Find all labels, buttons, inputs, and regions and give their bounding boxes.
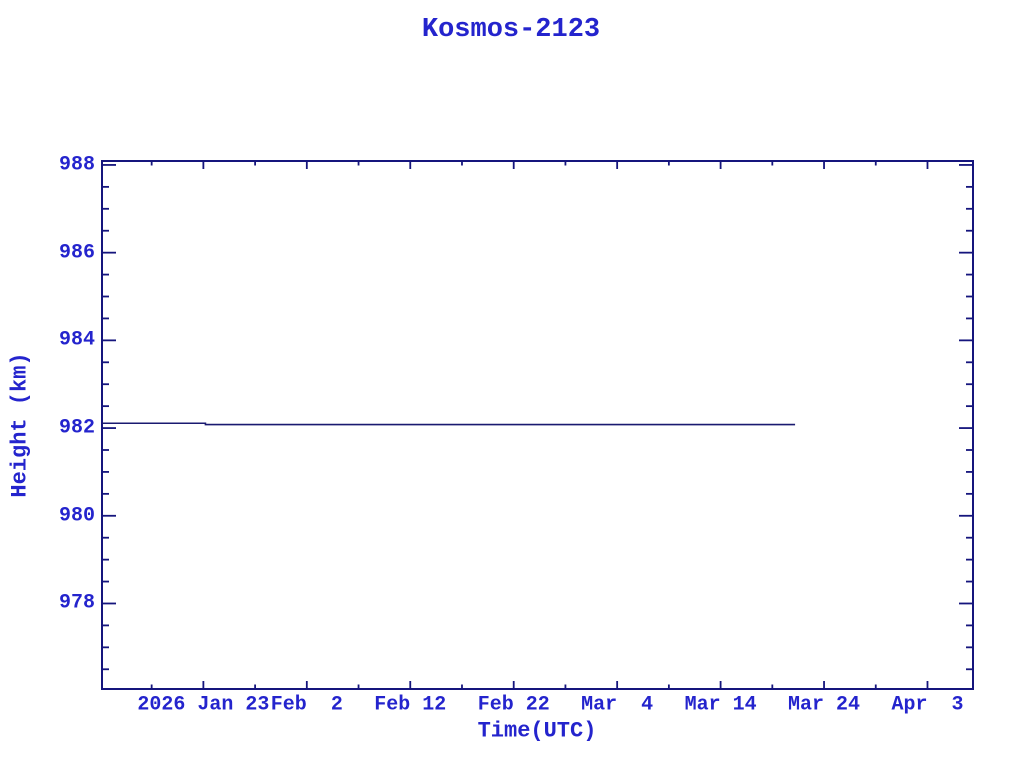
x-tick-label: Mar 14 xyxy=(684,693,757,717)
x-tick-label: Mar 4 xyxy=(581,693,654,717)
plot-frame xyxy=(101,160,974,690)
y-axis-label: Height (km) xyxy=(7,352,33,498)
height-series-line xyxy=(102,422,796,426)
x-axis-label: Time(UTC) xyxy=(477,718,597,744)
y-tick-label: 986 xyxy=(58,241,95,265)
y-tick-label: 982 xyxy=(58,416,95,440)
y-tick-label: 980 xyxy=(58,504,95,528)
chart-title: Kosmos-2123 xyxy=(421,15,601,45)
x-tick-label: Feb 22 xyxy=(477,693,550,717)
x-tick-label: Apr 3 xyxy=(891,693,964,717)
y-tick-label: 984 xyxy=(58,328,95,352)
y-tick-label: 978 xyxy=(58,591,95,615)
x-tick-label: Feb 12 xyxy=(374,693,447,717)
x-tick-label: Feb 2 xyxy=(270,693,343,717)
x-tick-label: Mar 24 xyxy=(788,693,861,717)
x-tick-label: 2026 Jan 23 xyxy=(137,693,270,717)
y-tick-label: 988 xyxy=(58,153,95,177)
